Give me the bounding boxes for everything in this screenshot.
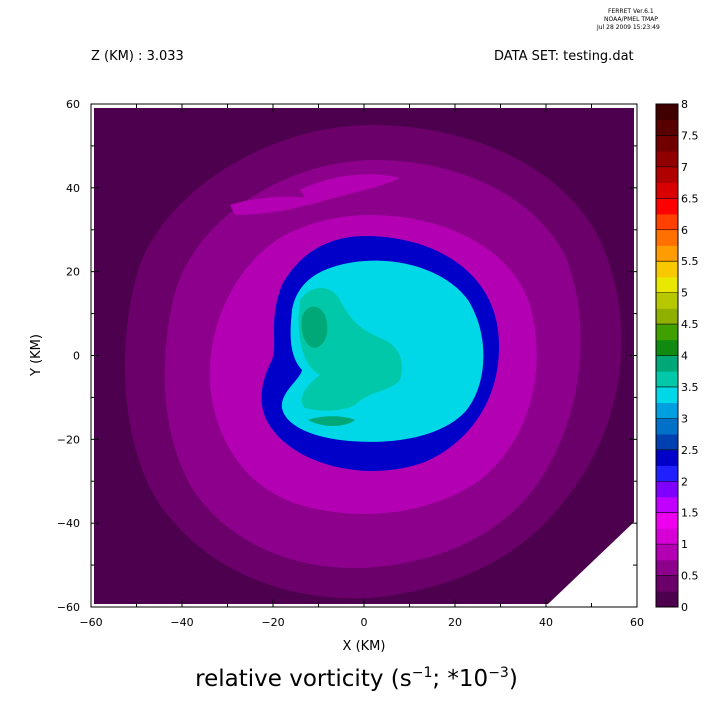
x-tick-label: −20 [261, 616, 284, 629]
x-tick-labels: −60 −40 −20 0 20 40 60 [79, 616, 644, 629]
title-suffix: ) [508, 666, 518, 692]
x-tick-label: −40 [170, 616, 193, 629]
colorbar-swatch [656, 371, 678, 388]
ferret-version: FERRET Ver.6.1 [608, 8, 654, 15]
colorbar-swatch [656, 386, 678, 404]
y-tick-label: −60 [57, 601, 80, 614]
ferret-org: NOAA/PMEL TMAP [604, 16, 658, 23]
colorbar-swatch [656, 465, 678, 482]
colorbar-swatch [656, 418, 678, 435]
colorbar-label: 1.5 [681, 507, 699, 520]
title-sup1: −1 [411, 665, 433, 681]
axis-ticks [90, 103, 638, 608]
region-streak-top [300, 174, 400, 205]
colorbar-label: 6.5 [681, 192, 699, 205]
colorbar-swatch [656, 575, 678, 592]
colorbar-swatch [656, 151, 678, 168]
colorbar-label: 5.5 [681, 255, 699, 268]
x-tick-label: 0 [361, 616, 368, 629]
x-tick-label: −60 [79, 616, 102, 629]
colorbar-swatch [656, 245, 678, 262]
contour-field [94, 108, 634, 604]
colorbar-swatch [656, 434, 678, 451]
y-tick-label: 20 [66, 266, 80, 279]
x-tick-label: 60 [630, 616, 644, 629]
colorbar-label: 3.5 [681, 381, 699, 394]
y-tick-label: −40 [57, 517, 80, 530]
colorbar-swatch [656, 104, 678, 121]
region-core-peak [301, 306, 328, 348]
title-middle: ; *10 [432, 666, 489, 692]
colorbar-swatch [656, 355, 678, 372]
colorbar-swatch [656, 449, 678, 466]
colorbar-swatch [656, 198, 678, 215]
dataset-label: DATA SET: testing.dat [494, 49, 634, 64]
colorbar-label: 4.5 [681, 318, 699, 331]
y-tick-label: −20 [57, 433, 80, 446]
y-tick-label: 60 [66, 98, 80, 111]
colorbar-swatch [656, 166, 678, 183]
colorbar-label: 7.5 [681, 129, 699, 142]
colorbar-label: 0 [681, 601, 688, 614]
colorbar-swatch [656, 135, 678, 152]
colorbar-swatch [656, 591, 678, 608]
y-tick-labels: −60 −40 −20 0 20 40 60 [57, 98, 80, 614]
colorbar-swatch [656, 402, 678, 419]
colorbar-label: 4 [681, 350, 688, 363]
colorbar-swatch [656, 119, 678, 136]
y-tick-label: 0 [73, 350, 80, 363]
colorbar-swatch [656, 276, 678, 294]
z-level-label: Z (KM) : 3.033 [91, 49, 184, 64]
colorbar-label: 2.5 [681, 444, 699, 457]
colorbar-swatch [656, 182, 678, 199]
main-title: relative vorticity (s−1; *10−3) [0, 665, 713, 692]
colorbar-swatch [656, 528, 678, 545]
colorbar-swatch [656, 308, 678, 325]
colorbar-labels: 0 0.5 1 1.5 2 2.5 3 3.5 4 4.5 5 5.5 6 6.5 7 7.5 8 [681, 98, 699, 614]
colorbar-swatch [656, 559, 678, 576]
colorbar-swatch [656, 481, 678, 498]
colorbar-label: 2 [681, 475, 688, 488]
colorbar-swatch [656, 229, 678, 246]
colorbar-swatch [656, 292, 678, 309]
colorbar-swatch [656, 544, 678, 561]
y-tick-label: 40 [66, 182, 80, 195]
ferret-timestamp: Jul 28 2009 15:23:49 [597, 24, 660, 31]
colorbar-swatch [656, 214, 678, 231]
region-core-lower [308, 416, 355, 426]
colorbar-label: 6 [681, 224, 688, 237]
x-tick-label: 40 [539, 616, 553, 629]
colorbar-swatch [656, 324, 678, 341]
colorbar-label: 7 [681, 161, 688, 174]
colorbar-label: 0.5 [681, 570, 699, 583]
region-streak-left [230, 196, 320, 215]
x-axis-label: X (KM) [343, 639, 386, 654]
colorbar-label: 5 [681, 287, 688, 300]
colorbar-label: 1 [681, 538, 688, 551]
colorbar-swatch [656, 496, 678, 514]
colorbar-label: 3 [681, 412, 688, 425]
y-axis-label: Y (KM) [29, 334, 44, 377]
colorbar-swatch [656, 339, 678, 356]
x-tick-label: 20 [448, 616, 462, 629]
colorbar-swatch [656, 512, 678, 529]
title-prefix: relative vorticity (s [195, 666, 412, 692]
colorbar-swatch [656, 261, 678, 278]
colorbar-label: 8 [681, 98, 688, 111]
colorbar [655, 103, 679, 608]
title-sup2: −3 [488, 665, 509, 681]
